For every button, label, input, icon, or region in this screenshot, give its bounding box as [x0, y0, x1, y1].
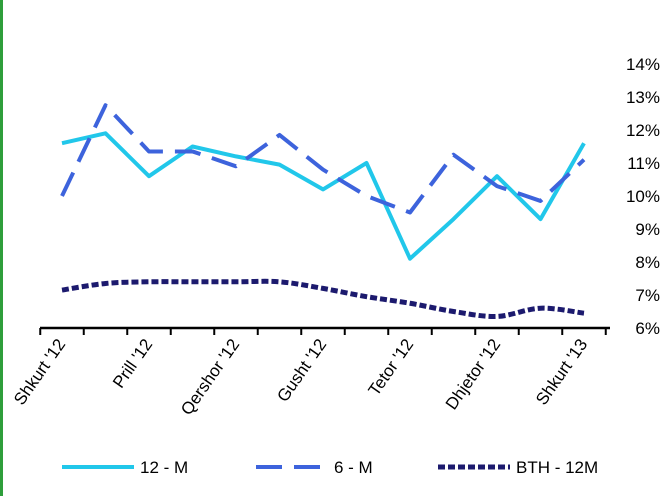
x-axis-labels: Shkurt '12 Prill '12 Qershor '12 Gusht '12 T…	[10, 335, 591, 418]
x-tick-label: Shkurt '13	[532, 335, 591, 408]
y-tick-label: 8%	[635, 253, 660, 272]
legend-item: 6 - M	[256, 458, 373, 477]
legend-label: 6 - M	[334, 458, 373, 477]
y-tick-label: 6%	[635, 319, 660, 338]
series-line	[61, 131, 586, 261]
x-tick-label: Gusht '12	[273, 335, 330, 405]
x-tick-label: Tetor '12	[365, 335, 418, 399]
series-line	[61, 278, 585, 319]
y-tick-label: 14%	[626, 55, 660, 74]
y-tick-label: 12%	[626, 121, 660, 140]
series-2	[60, 103, 586, 215]
x-tick-label: Qershor '12	[177, 335, 243, 418]
series-line	[60, 103, 586, 215]
legend-item: BTH - 12M	[438, 458, 598, 477]
series-1	[61, 131, 586, 261]
series-3	[61, 278, 585, 319]
legend-item: 12 - M	[62, 458, 188, 477]
y-tick-label: 11%	[627, 154, 660, 173]
legend-label: BTH - 12M	[516, 458, 598, 477]
x-tick-label: Shkurt '12	[10, 335, 69, 408]
y-tick-label: 9%	[635, 220, 660, 239]
left-accent-bar	[0, 0, 3, 496]
x-tick-label: Prill '12	[109, 335, 156, 391]
y-axis-labels: 6% 7% 8% 9% 10% 11% 12% 13% 14%	[626, 55, 660, 338]
x-axis-ticks	[39, 328, 607, 335]
y-tick-label: 7%	[635, 286, 660, 305]
legend: 12 - M 6 - M BTH - 12M	[62, 458, 598, 477]
legend-label: 12 - M	[140, 458, 188, 477]
series-layer	[60, 103, 586, 319]
y-tick-label: 13%	[626, 88, 660, 107]
y-tick-label: 10%	[626, 187, 660, 206]
x-tick-label: Dhjetor '12	[442, 335, 504, 413]
